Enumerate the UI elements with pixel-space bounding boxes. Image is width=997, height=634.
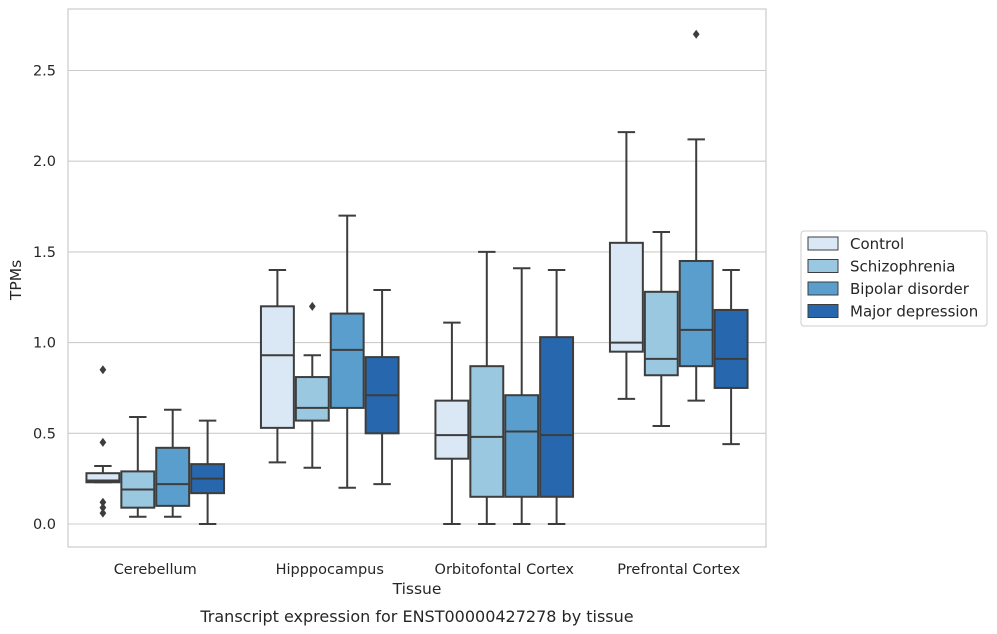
legend-swatch: [807, 304, 839, 318]
box-bipolar-disorder: [155, 408, 191, 518]
box-iqr: [713, 308, 749, 389]
box-iqr: [643, 290, 679, 377]
outlier-marker: [99, 497, 107, 507]
plot-area-frame: [67, 8, 767, 548]
y-tick-label: 0.0: [33, 517, 56, 533]
box-bipolar-disorder: [678, 29, 714, 402]
y-tick-label: 0.5: [33, 426, 56, 442]
x-axis-ticks: Cerebellum Hipppocampus Orbitofontal Corte…: [114, 562, 741, 578]
chart-caption: Transcript expression for ENST0000042727…: [199, 607, 633, 626]
x-axis-title: Tissue: [392, 580, 442, 598]
x-tick-label: Orbitofontal Cortex: [435, 562, 575, 578]
box-schizophrenia: [469, 250, 505, 525]
gridlines: [68, 69, 766, 525]
box-schizophrenia: [120, 415, 156, 518]
box-iqr: [434, 399, 470, 460]
box-iqr: [85, 472, 121, 484]
legend-swatch: [807, 236, 839, 251]
box-iqr: [608, 241, 644, 353]
box-control: [85, 365, 121, 518]
box-control: [259, 269, 295, 464]
box-iqr: [469, 365, 505, 498]
box-marks: [85, 29, 749, 525]
y-axis-ticks: 0.0 0.5 1.0 1.5 2.0 2.5: [33, 64, 56, 534]
legend-label: Bipolar disorder: [850, 280, 970, 298]
y-tick-label: 2.5: [33, 64, 56, 80]
box-schizophrenia: [643, 230, 679, 428]
legend-label: Control: [850, 235, 904, 253]
box-bipolar-disorder: [329, 214, 365, 489]
legend-frame: [800, 230, 988, 327]
x-tick-label: Hipppocampus: [276, 562, 384, 578]
box-major-depression: [539, 269, 575, 525]
box-control: [434, 321, 470, 525]
y-tick-label: 1.5: [33, 245, 56, 261]
box-iqr: [155, 446, 191, 507]
box-iqr: [504, 394, 540, 498]
box-iqr: [329, 312, 365, 409]
box-schizophrenia: [294, 301, 330, 469]
outlier-marker: [99, 437, 107, 447]
outlier-marker: [692, 29, 700, 39]
outlier-marker: [99, 503, 107, 513]
legend-label: Major depression: [850, 303, 978, 321]
box-control: [608, 131, 644, 400]
outlier-marker: [99, 365, 107, 375]
legend-swatch: [807, 259, 839, 273]
x-tick-label: Prefrontal Cortex: [617, 562, 740, 578]
box-bipolar-disorder: [504, 267, 540, 525]
outlier-marker: [308, 301, 316, 311]
box-iqr: [259, 305, 295, 429]
legend-label: Schizophrenia: [850, 258, 955, 276]
box-major-depression: [190, 419, 226, 525]
outlier-marker: [99, 508, 107, 518]
y-axis-title: TPMs: [7, 260, 25, 301]
y-tick-label: 1.0: [33, 336, 56, 352]
box-major-depression: [713, 269, 749, 446]
box-major-depression: [364, 288, 400, 486]
box-iqr: [539, 336, 575, 498]
legend: Control Schizophrenia Bipolar disorder Majo…: [800, 230, 988, 327]
box-iqr: [294, 376, 330, 422]
x-tick-label: Cerebellum: [114, 562, 197, 578]
legend-swatch: [807, 281, 839, 296]
box-iqr: [678, 259, 714, 368]
y-tick-label: 2.0: [33, 154, 56, 170]
